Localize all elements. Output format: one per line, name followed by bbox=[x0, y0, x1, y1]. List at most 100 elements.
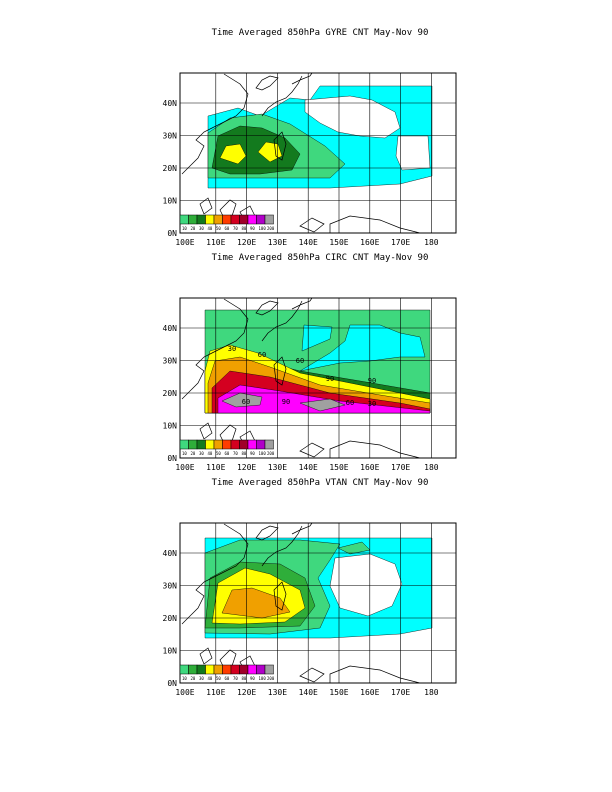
x-tick-label: 140E bbox=[299, 688, 318, 697]
shaded-region bbox=[329, 553, 403, 617]
shaded-region bbox=[301, 324, 333, 352]
coastline bbox=[273, 356, 287, 386]
colorbar-label: 200 bbox=[267, 676, 275, 681]
colorbar-swatch bbox=[213, 439, 223, 450]
x-tick-label: 180 bbox=[424, 238, 439, 247]
colorbar-swatch bbox=[205, 664, 215, 675]
colorbar-label: 10 bbox=[182, 676, 187, 681]
plot-area bbox=[179, 72, 457, 234]
colorbar: 10 20 30 40 50 60 70 80 90 100 200 bbox=[179, 439, 275, 456]
colorbar-swatch bbox=[205, 439, 215, 450]
colorbar-swatch bbox=[256, 439, 266, 450]
colorbar-label: 50 bbox=[216, 451, 221, 456]
panel-title: Time Averaged 850hPa GYRE CNT May-Nov 90 bbox=[211, 28, 429, 38]
map-panel-circ: Time Averaged 850hPa CIRC CNT May-Nov 90… bbox=[0, 253, 612, 478]
colorbar-label: 40 bbox=[208, 226, 213, 231]
shaded-region bbox=[299, 324, 426, 372]
colorbar-swatch bbox=[264, 214, 274, 225]
y-tick-label: 0N bbox=[167, 454, 177, 463]
x-tick-label: 110E bbox=[206, 688, 225, 697]
colorbar-label: 10 bbox=[182, 451, 187, 456]
x-tick-label: 150E bbox=[329, 238, 348, 247]
y-tick-label: 30N bbox=[163, 582, 178, 591]
x-tick-label: 170E bbox=[391, 688, 410, 697]
colorbar-swatch bbox=[196, 214, 206, 225]
colorbar-swatch bbox=[213, 664, 223, 675]
colorbar-label: 80 bbox=[242, 226, 247, 231]
coastline bbox=[181, 523, 249, 625]
colorbar-swatch bbox=[222, 664, 232, 675]
colorbar-swatch bbox=[256, 664, 266, 675]
contour-label: 60 bbox=[258, 351, 266, 359]
colorbar-swatch bbox=[205, 214, 215, 225]
coastline bbox=[273, 131, 287, 161]
x-tick-label: 140E bbox=[299, 463, 318, 472]
coastline bbox=[291, 297, 313, 310]
colorbar-label: 100 bbox=[259, 451, 267, 456]
map-frame bbox=[179, 72, 457, 234]
x-tick-label: 110E bbox=[206, 463, 225, 472]
x-tick-label: 140E bbox=[299, 238, 318, 247]
x-tick-label: 120E bbox=[237, 463, 256, 472]
colorbar-swatch bbox=[264, 664, 274, 675]
map-svg: 100E 110E 120E 130E 140E 150E 160E 170E 180 0N 10N… bbox=[163, 297, 457, 472]
y-tick-label: 10N bbox=[163, 422, 178, 431]
x-tick-label: 170E bbox=[391, 463, 410, 472]
colorbar-swatch bbox=[179, 664, 189, 675]
contour-label: 90 bbox=[368, 377, 376, 385]
y-tick-label: 40N bbox=[163, 549, 178, 558]
colorbar-label: 50 bbox=[216, 226, 221, 231]
colorbar-swatch bbox=[230, 439, 240, 450]
x-tick-label: 100E bbox=[175, 688, 194, 697]
colorbar: 10 20 30 40 50 60 70 80 90 100 200 bbox=[179, 664, 275, 681]
coastline bbox=[329, 665, 421, 684]
y-tick-label: 20N bbox=[163, 614, 178, 623]
shaded-region bbox=[299, 398, 346, 412]
coastline bbox=[255, 75, 279, 91]
y-tick-label: 30N bbox=[163, 357, 178, 366]
x-tick-label: 110E bbox=[206, 238, 225, 247]
colorbar-swatch bbox=[196, 439, 206, 450]
colorbar-label: 30 bbox=[199, 676, 204, 681]
x-tick-label: 120E bbox=[237, 688, 256, 697]
coastline bbox=[329, 440, 421, 459]
plot-area bbox=[179, 522, 457, 684]
coastline bbox=[299, 217, 325, 233]
colorbar-label: 10 bbox=[182, 226, 187, 231]
contour-label: 60 bbox=[242, 398, 250, 406]
contour-label: 60 bbox=[346, 399, 354, 407]
x-tick-label: 160E bbox=[360, 463, 379, 472]
colorbar-label: 40 bbox=[208, 451, 213, 456]
y-tick-label: 40N bbox=[163, 99, 178, 108]
x-tick-label: 160E bbox=[360, 238, 379, 247]
colorbar-label: 90 bbox=[250, 226, 255, 231]
y-tick-label: 0N bbox=[167, 679, 177, 688]
map-panel-vtan: Time Averaged 850hPa VTAN CNT May-Nov 90… bbox=[0, 478, 612, 703]
coastline bbox=[255, 300, 279, 316]
coastline bbox=[299, 442, 325, 458]
colorbar-label: 60 bbox=[225, 676, 230, 681]
map-frame bbox=[179, 297, 457, 459]
coastline bbox=[261, 525, 303, 567]
colorbar-label: 60 bbox=[225, 226, 230, 231]
colorbar-swatch bbox=[247, 439, 257, 450]
x-tick-label: 180 bbox=[424, 688, 439, 697]
coastline bbox=[255, 525, 279, 541]
x-tick-label: 130E bbox=[268, 463, 287, 472]
map-svg: 100E 110E 120E 130E 140E 150E 160E 170E 180 0N 10N… bbox=[163, 522, 457, 697]
plot-area bbox=[179, 297, 457, 459]
x-tick-label: 130E bbox=[268, 238, 287, 247]
coastline bbox=[329, 215, 421, 234]
colorbar-label: 20 bbox=[191, 451, 196, 456]
x-tick-label: 160E bbox=[360, 688, 379, 697]
y-tick-label: 40N bbox=[163, 324, 178, 333]
colorbar-swatch bbox=[239, 664, 249, 675]
colorbar-swatch bbox=[247, 214, 257, 225]
contour-label: 90 bbox=[282, 398, 290, 406]
colorbar-label: 30 bbox=[199, 451, 204, 456]
coastline bbox=[181, 298, 249, 400]
coastline bbox=[181, 73, 249, 175]
colorbar-swatch bbox=[256, 214, 266, 225]
x-tick-label: 170E bbox=[391, 238, 410, 247]
contour-label: 60 bbox=[296, 357, 304, 365]
